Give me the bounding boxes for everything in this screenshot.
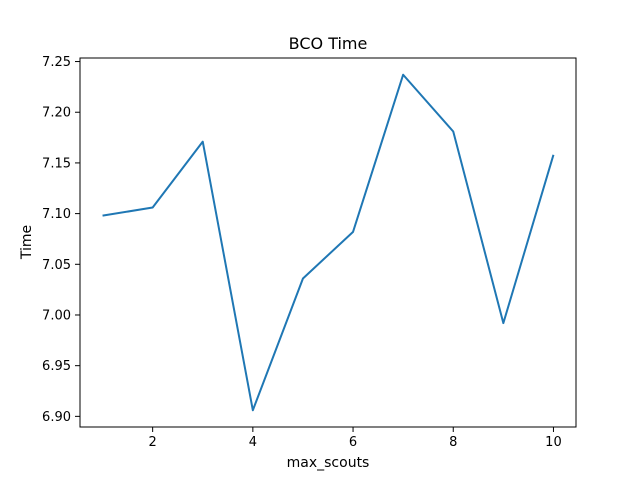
y-tick-label: 6.95	[42, 359, 71, 374]
y-axis-label: Time	[19, 225, 35, 260]
series-line	[102, 73, 555, 412]
y-tick-label: 7.00	[42, 308, 71, 323]
y-tick-label: 7.20	[42, 106, 71, 121]
series-group	[102, 73, 555, 412]
chart-title: BCO Time	[289, 34, 368, 53]
x-tick-label: 10	[545, 435, 562, 450]
y-tick-label: 6.90	[42, 410, 71, 425]
y-tick-label: 7.05	[42, 258, 71, 273]
x-tick-label: 8	[449, 435, 457, 450]
x-axis-label: max_scouts	[287, 455, 370, 471]
plot-frame	[79, 57, 577, 428]
x-tick-label: 6	[349, 435, 357, 450]
x-tick-label: 2	[149, 435, 157, 450]
y-tick-label: 7.10	[42, 207, 71, 222]
y-tick-label: 7.25	[42, 55, 71, 70]
axis-ticks: 2 4 6 8 10 6.90 6.95 7.00 7.05 7.10 7.15 7.20 7.25	[42, 55, 562, 450]
x-tick-label: 4	[249, 435, 257, 450]
y-tick-label: 7.15	[42, 156, 71, 171]
